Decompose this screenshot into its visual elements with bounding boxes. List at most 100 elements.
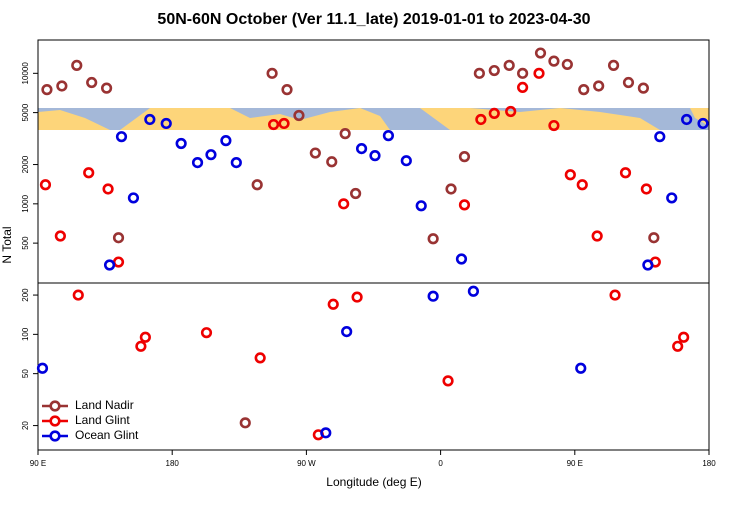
point (488, 64, 500, 77)
point (473, 67, 485, 79)
point (575, 362, 587, 374)
point (654, 131, 666, 143)
point (160, 117, 172, 130)
legend-marker (49, 430, 61, 442)
point (622, 76, 635, 89)
point (102, 183, 114, 195)
point (327, 298, 339, 310)
point (351, 291, 363, 303)
point (576, 179, 588, 191)
point (561, 58, 573, 71)
legend-marker (49, 400, 61, 412)
legend-label: Ocean Glint (75, 428, 139, 442)
x-tick-label: 0 (438, 459, 443, 468)
point (293, 109, 305, 122)
x-axis-label: Longitude (deg E) (326, 475, 421, 489)
point (369, 150, 381, 162)
point (355, 142, 368, 155)
point (56, 80, 68, 92)
point (593, 80, 605, 92)
legend-label: Land Glint (75, 413, 130, 427)
x-tick-label: 90 E (567, 459, 583, 468)
y-axis-label: N Total (0, 226, 14, 263)
legend-label: Land Nadir (75, 398, 134, 412)
x-tick-label: 180 (702, 459, 716, 468)
point (382, 130, 395, 142)
point (144, 113, 156, 126)
x-tick-label: 90 W (297, 459, 316, 468)
y-tick-label: 200 (21, 288, 30, 302)
point (278, 117, 290, 130)
point (339, 128, 351, 140)
y-tick-label: 100 (21, 327, 30, 341)
point (648, 232, 660, 244)
y-tick-label: 1000 (21, 194, 30, 212)
point (41, 84, 53, 96)
point (642, 259, 654, 271)
point (564, 169, 576, 181)
chart-title: 50N-60N October (Ver 11.1_late) 2019-01-… (157, 11, 590, 28)
point (458, 151, 471, 163)
point (442, 375, 454, 387)
map-strip (38, 108, 709, 130)
plot-frame (37, 39, 710, 451)
point (239, 417, 251, 429)
point (640, 183, 652, 195)
point (415, 200, 427, 212)
point (591, 230, 603, 242)
point (220, 135, 232, 147)
point (488, 107, 500, 120)
y-tick-label: 10000 (21, 62, 30, 85)
point (254, 352, 266, 364)
point (320, 427, 332, 439)
point (548, 119, 560, 132)
point (200, 327, 213, 339)
point (681, 113, 693, 126)
point (607, 59, 620, 71)
point (281, 84, 293, 96)
point (72, 289, 84, 301)
y-tick-label: 20 (21, 421, 30, 430)
y-tick-label: 2000 (21, 155, 30, 173)
point (112, 256, 125, 268)
point (39, 179, 52, 191)
point (578, 84, 590, 96)
point (230, 156, 242, 169)
point (548, 55, 560, 67)
point (115, 131, 128, 143)
point (175, 137, 187, 150)
point (533, 67, 545, 79)
point (619, 167, 632, 179)
point (505, 105, 517, 118)
point (341, 325, 353, 338)
point (267, 118, 280, 131)
point (697, 117, 709, 130)
point (609, 289, 621, 301)
point (666, 192, 678, 204)
y-tick-label: 5000 (21, 103, 30, 121)
point (309, 147, 321, 159)
point (517, 81, 529, 94)
point (672, 340, 684, 352)
y-tick-label: 500 (21, 236, 30, 250)
x-tick-label: 180 (166, 459, 180, 468)
point (458, 199, 471, 211)
point (135, 340, 147, 352)
point (71, 59, 83, 71)
point (400, 155, 412, 167)
x-tick-label: 90 E (30, 459, 46, 468)
point (36, 362, 49, 374)
point (103, 259, 116, 271)
point (338, 198, 350, 210)
point (54, 230, 66, 242)
point (251, 179, 263, 191)
point (100, 82, 113, 94)
point (191, 156, 204, 169)
point (475, 113, 487, 126)
y-tick-label: 50 (21, 369, 30, 378)
point (517, 67, 529, 79)
point (678, 331, 690, 343)
point (445, 183, 457, 195)
point (534, 47, 547, 59)
